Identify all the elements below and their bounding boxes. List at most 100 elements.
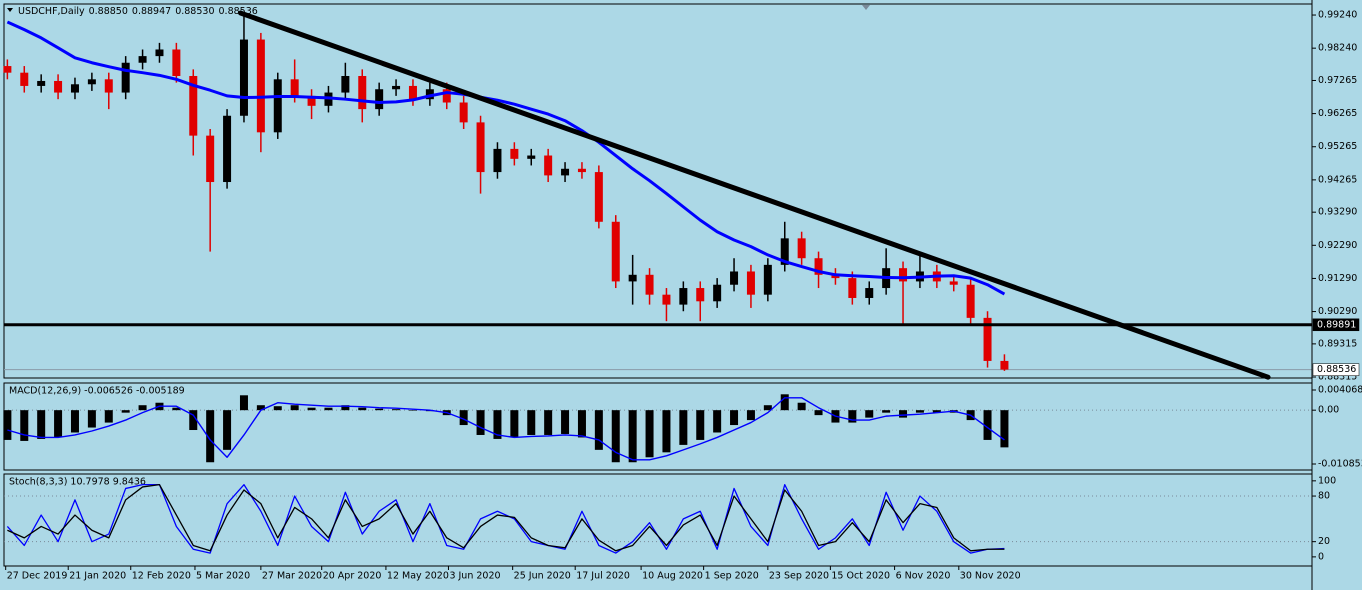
histogram-bar	[172, 407, 181, 411]
x-tick-label: 5 Mar 2020	[196, 571, 250, 582]
candle-body	[713, 284, 722, 302]
chart-title: USDCHF,Daily 0.88850 0.88947 0.88530 0.88536	[18, 6, 258, 17]
histogram-bar	[256, 405, 265, 411]
candle-body	[899, 268, 908, 282]
candle-body	[459, 102, 468, 123]
candle-body	[662, 294, 671, 305]
histogram-bar	[87, 410, 96, 428]
candle-body	[983, 317, 992, 361]
histogram-bar	[239, 395, 248, 411]
candle-body	[679, 288, 688, 305]
histogram-bar	[121, 410, 130, 413]
indicator-line	[6, 20, 1006, 296]
x-tick-label: 21 Jan 2020	[69, 571, 126, 582]
indicator-line	[7, 483, 1005, 552]
candle-body	[239, 39, 248, 116]
candle-body	[814, 258, 823, 275]
x-tick-label: 17 Jul 2020	[576, 571, 630, 582]
candle-body	[70, 84, 79, 93]
candle-body	[527, 155, 536, 159]
histogram-bar	[662, 410, 671, 453]
x-tick-label: 27 Dec 2019	[7, 571, 68, 582]
ohlc-value: 0.88530	[175, 6, 214, 17]
shift-marker	[862, 5, 870, 10]
ohlc-value: 0.88536	[219, 6, 258, 17]
y-tick-label: 100	[1318, 475, 1336, 486]
candle-body	[37, 80, 46, 86]
histogram-bar	[730, 410, 739, 426]
candle-body	[3, 66, 12, 73]
candle-body	[865, 288, 874, 298]
y-tick-label: 0.99240	[1318, 10, 1357, 21]
candle-body	[121, 62, 130, 93]
histogram-bar	[527, 410, 536, 435]
candle-body	[594, 172, 603, 222]
histogram-bar	[324, 407, 333, 411]
candle-body	[848, 278, 857, 298]
histogram-bar	[865, 410, 874, 418]
y-tick-label: 0.97265	[1318, 75, 1357, 86]
x-tick-label: 12 May 2020	[387, 571, 449, 582]
y-tick-label: -0.010853	[1318, 458, 1362, 469]
histogram-bar	[899, 410, 908, 418]
histogram-bar	[594, 410, 603, 450]
histogram-bar	[223, 410, 232, 450]
histogram-bar	[713, 410, 722, 433]
y-tick-label: 0.88315	[1318, 372, 1357, 383]
x-tick-label: 6 Nov 2020	[896, 571, 951, 582]
histogram-bar	[358, 407, 367, 411]
histogram-bar	[797, 402, 806, 411]
x-tick-label: 3 Jun 2020	[449, 571, 500, 582]
ohlc-value: 0.88947	[132, 6, 171, 17]
x-tick-label: 1 Sep 2020	[705, 571, 759, 582]
histogram-bar	[290, 405, 299, 411]
y-tick-label: 0	[1318, 551, 1324, 562]
histogram-bar	[932, 410, 941, 413]
candle-body	[223, 115, 232, 183]
panel-title: Stoch(8,3,3) 10.7978 9.8436	[9, 477, 146, 488]
histogram-bar	[476, 410, 485, 435]
histogram-bar	[189, 410, 198, 431]
candle-body	[256, 39, 265, 133]
y-tick-label: 0.98240	[1318, 43, 1357, 54]
candle-body	[273, 79, 282, 133]
y-tick-label: 0.89315	[1318, 338, 1357, 349]
histogram-bar	[611, 410, 620, 463]
price-label-box	[1312, 318, 1360, 332]
candle-body	[206, 135, 215, 183]
x-tick-label: 25 Jun 2020	[514, 571, 571, 582]
x-tick-label: 20 Apr 2020	[323, 571, 382, 582]
histogram-bar	[138, 405, 147, 411]
candle-body	[696, 288, 705, 302]
candle-body	[780, 238, 789, 265]
y-tick-label: 0.93290	[1318, 207, 1357, 218]
x-tick-label: 10 Aug 2020	[642, 571, 703, 582]
candle-body	[20, 72, 29, 86]
candle-body	[87, 79, 96, 85]
histogram-bar	[459, 410, 468, 426]
panel-title: MACD(12,26,9) -0.006526 -0.005189	[9, 386, 185, 397]
title-marker	[7, 8, 13, 12]
y-tick-label: 0.92290	[1318, 240, 1357, 251]
candle-body	[476, 122, 485, 173]
histogram-bar	[20, 410, 29, 441]
y-tick-label: 0.96265	[1318, 108, 1357, 119]
candle-body	[442, 89, 451, 103]
indicator-line	[7, 397, 1005, 461]
price-label: 0.88536	[1317, 364, 1356, 375]
candle-body	[645, 274, 654, 295]
histogram-bar	[561, 410, 570, 434]
candle-body	[104, 79, 113, 93]
candle-body	[628, 274, 637, 282]
y-tick-label: 0.90290	[1318, 306, 1357, 317]
histogram-bar	[307, 407, 316, 411]
x-tick-label: 27 Mar 2020	[262, 571, 322, 582]
candle-body	[763, 264, 772, 295]
candle-body	[746, 271, 755, 295]
histogram-bar	[3, 410, 12, 440]
candle-body	[375, 89, 384, 110]
histogram-bar	[1000, 410, 1009, 448]
histogram-bar	[628, 410, 637, 463]
x-tick-label: 12 Feb 2020	[132, 571, 191, 582]
